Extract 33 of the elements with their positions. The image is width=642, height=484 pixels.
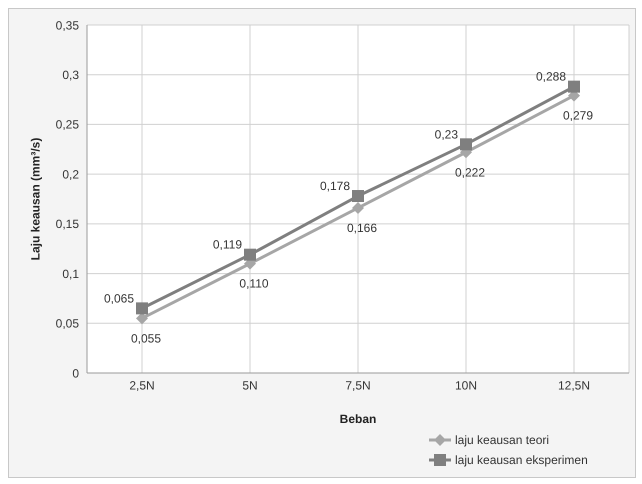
- y-tick-label: 0,15: [56, 217, 80, 232]
- x-tick-label: 5N: [242, 378, 258, 393]
- y-tick-label: 0: [72, 366, 80, 380]
- point: [352, 190, 364, 202]
- data-label: 0,166: [346, 220, 378, 235]
- y-tick-label: 0,3: [62, 68, 80, 82]
- data-label: 0,110: [239, 276, 269, 291]
- point: [352, 202, 364, 214]
- data-label: 0,119: [212, 238, 242, 252]
- data-label: 0,288: [536, 70, 566, 84]
- point: [568, 80, 580, 93]
- data-label: 0,055: [130, 331, 162, 346]
- x-tick-label: 7,5N: [345, 378, 371, 393]
- y-tick-label: 0,1: [62, 266, 80, 281]
- y-axis-title: Laju keausan (mm³/s): [28, 138, 42, 260]
- point: [460, 138, 472, 150]
- y-tick-label: 0,25: [56, 118, 80, 132]
- y-tick-label: 0,2: [62, 167, 80, 182]
- data-label: 0,065: [104, 291, 134, 306]
- x-axis-title: Beban: [340, 412, 376, 426]
- data-label: 0,23: [434, 127, 458, 142]
- x-tick-label: 12,5N: [558, 378, 590, 393]
- y-tick-label: 0,35: [56, 18, 80, 32]
- legend-label: laju keausan teori: [455, 433, 550, 447]
- legend-label: laju keausan eksperimen: [455, 453, 588, 467]
- point: [244, 248, 256, 261]
- x-tick-label: 2,5N: [129, 378, 155, 393]
- data-label: 0,222: [454, 165, 486, 180]
- data-label: 0,178: [320, 179, 350, 194]
- y-tick-label: 0,05: [56, 316, 80, 331]
- data-label: 0,279: [562, 108, 594, 123]
- x-tick-label: 10N: [454, 378, 478, 393]
- point: [136, 302, 148, 314]
